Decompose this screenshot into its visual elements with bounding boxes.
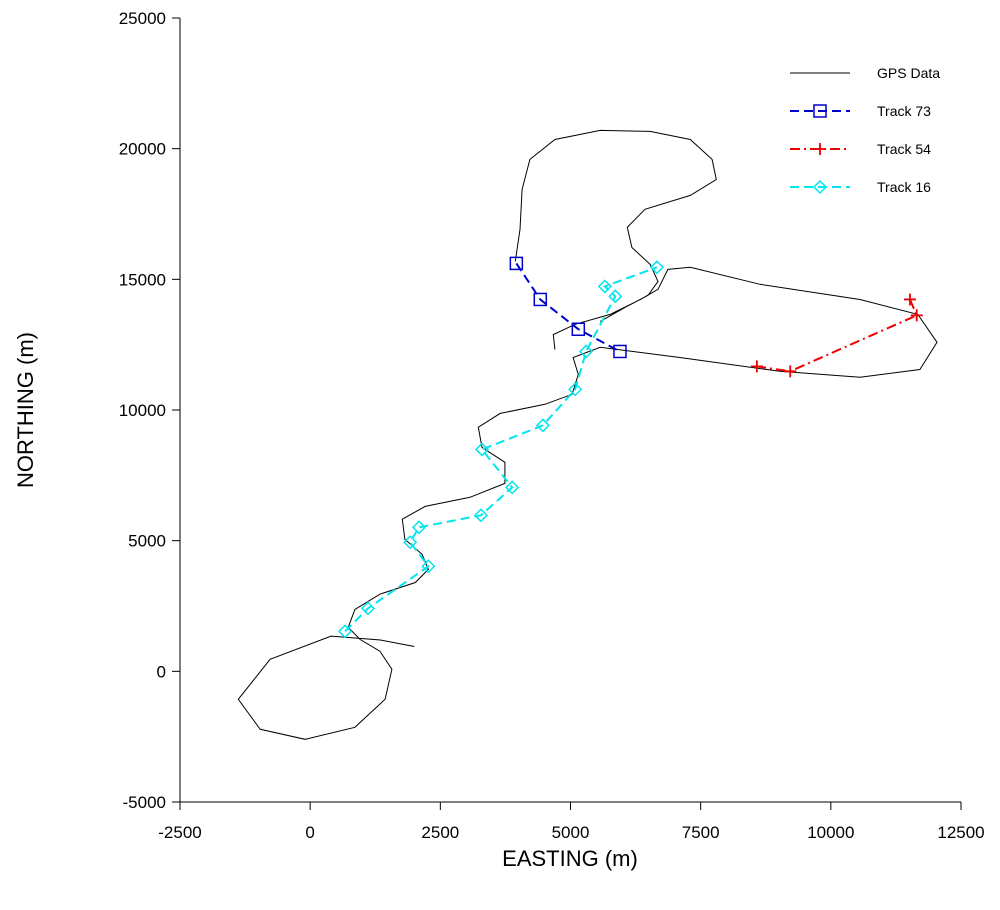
marker: [903, 293, 916, 306]
y-tick-label: 20000: [119, 140, 166, 159]
marker: [535, 418, 550, 433]
x-tick-label: 2500: [421, 823, 459, 842]
y-axis-title: NORTHING (m): [13, 332, 38, 488]
y-tick-label: 25000: [119, 9, 166, 28]
marker: [411, 520, 427, 535]
y-tick-label: 0: [157, 662, 166, 681]
legend-marker: [814, 143, 826, 155]
marker: [571, 322, 586, 336]
series-line: [344, 266, 658, 633]
marker: [784, 365, 797, 378]
x-axis-title: EASTING (m): [502, 846, 638, 871]
marker: [505, 480, 520, 495]
x-tick-label: 7500: [682, 823, 720, 842]
x-tick-label: -2500: [158, 823, 201, 842]
y-tick-label: 10000: [119, 401, 166, 420]
marker: [421, 559, 436, 574]
x-tick-label: 0: [305, 823, 314, 842]
marker: [533, 292, 548, 307]
marker: [608, 289, 623, 304]
legend-label: GPS Data: [877, 65, 940, 81]
legend-marker: [812, 179, 828, 195]
legend-label: Track 16: [877, 179, 931, 195]
marker: [474, 442, 490, 457]
y-tick-label: -5000: [123, 793, 166, 812]
marker: [360, 601, 376, 616]
marker: [649, 260, 664, 275]
x-tick-label: 12500: [937, 823, 984, 842]
marker: [568, 382, 583, 397]
legend-label: Track 73: [877, 103, 931, 119]
x-tick-label: 5000: [552, 823, 590, 842]
y-tick-label: 15000: [119, 270, 166, 289]
marker: [750, 360, 763, 373]
x-tick-label: 10000: [807, 823, 854, 842]
marker: [597, 279, 612, 294]
marker: [910, 309, 923, 322]
series-line: [237, 129, 938, 740]
series-line: [515, 262, 621, 353]
legend-marker: [813, 104, 827, 118]
marker: [613, 344, 627, 359]
marker: [579, 344, 594, 359]
marker: [473, 508, 489, 523]
marker: [337, 624, 353, 639]
y-tick-label: 5000: [128, 532, 166, 551]
marker: [403, 535, 418, 550]
series-line: [756, 299, 919, 373]
legend-label: Track 54: [877, 141, 931, 157]
marker: [509, 256, 524, 271]
